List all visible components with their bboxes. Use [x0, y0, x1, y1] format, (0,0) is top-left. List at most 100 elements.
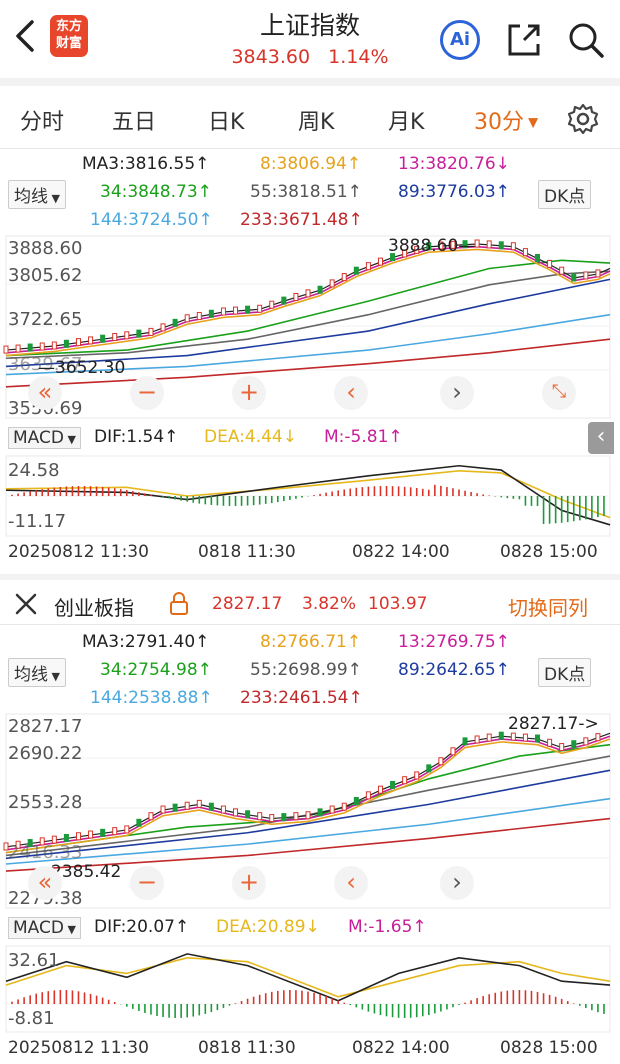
candle	[233, 306, 239, 315]
scroll-right-icon[interactable]: ›	[440, 376, 474, 410]
dif-line	[5, 464, 611, 526]
candle	[172, 803, 178, 812]
zoom-in-icon[interactable]: +	[232, 866, 266, 900]
high-marker: 3888.60—	[388, 236, 476, 256]
y-label: 3888.60	[8, 238, 83, 259]
tab-intraday[interactable]: 分时	[20, 110, 65, 135]
low-marker: —3652.30	[38, 358, 126, 378]
second-change: 103.97	[368, 594, 428, 614]
candle	[583, 271, 589, 280]
zoom-in-icon[interactable]: +	[232, 376, 266, 410]
ma34-value: 34:3848.73↑	[100, 182, 212, 202]
close-icon[interactable]	[14, 592, 38, 616]
candle	[390, 253, 396, 262]
ma8-value: 8:3806.94↑	[260, 154, 362, 174]
ma3-value: MA3:3816.55↑	[82, 154, 210, 174]
collapse-panel-icon[interactable]: ‹	[588, 422, 614, 454]
app-logo: 东方财富	[50, 15, 88, 57]
macd-selector[interactable]: MACD ▼	[8, 427, 81, 449]
candle	[3, 345, 9, 354]
scroll-right-icon[interactable]: ›	[440, 866, 474, 900]
ma-selector[interactable]: 均线 ▼	[8, 180, 66, 209]
price-chart[interactable]	[0, 712, 620, 910]
candle	[208, 802, 214, 811]
candle	[293, 812, 299, 821]
dea-value: DEA:4.44↓	[204, 427, 297, 447]
scroll-left-fast-icon[interactable]: «	[28, 376, 62, 410]
candle	[402, 249, 408, 258]
candle	[390, 780, 396, 789]
time-start: 20250812 11:30	[8, 542, 149, 562]
ma233-line	[5, 338, 611, 388]
y-label: 2553.28	[8, 792, 83, 813]
candle	[474, 239, 480, 248]
candle	[486, 733, 492, 742]
dk-point-button[interactable]: DK点	[538, 180, 592, 209]
candle	[245, 305, 251, 314]
y-label: 3639.67	[8, 354, 83, 375]
dea-value: DEA:20.89↓	[216, 917, 320, 937]
dk-point-button[interactable]: DK点	[538, 658, 592, 687]
search-icon[interactable]	[566, 20, 606, 60]
ma8-line	[5, 248, 611, 357]
ma89-line	[5, 278, 611, 368]
scroll-left-fast-icon[interactable]: «	[28, 866, 62, 900]
tab-weekly-k[interactable]: 周K	[298, 110, 335, 135]
switch-column-button[interactable]: 切换同列	[508, 596, 588, 620]
dropdown-caret-icon: ▼	[524, 115, 539, 131]
candle	[571, 740, 577, 749]
candle	[124, 825, 130, 834]
chart-frame	[5, 235, 611, 419]
lock-icon[interactable]	[168, 592, 190, 616]
candle	[124, 331, 130, 340]
candle	[510, 732, 516, 741]
candle	[281, 813, 287, 822]
scroll-left-icon[interactable]: ‹	[334, 866, 368, 900]
macd-selector[interactable]: MACD ▼	[8, 917, 81, 939]
candle	[51, 341, 57, 350]
tab-30min[interactable]: 30分 ▼	[474, 110, 539, 135]
candle	[595, 269, 601, 278]
candle	[160, 323, 166, 332]
ma13-value: 13:3820.76↓	[398, 154, 510, 174]
tab-monthly-k[interactable]: 月K	[388, 110, 425, 135]
price-value: 3843.60	[231, 46, 311, 68]
time-mid2: 0822 14:00	[352, 1038, 450, 1058]
scroll-left-icon[interactable]: ‹	[334, 376, 368, 410]
candle	[39, 837, 45, 846]
candle	[438, 241, 444, 250]
tab-daily-k[interactable]: 日K	[208, 110, 245, 135]
zoom-out-icon[interactable]: −	[130, 866, 164, 900]
ma233-value: 233:2461.54↑	[240, 688, 363, 708]
candle	[305, 811, 311, 820]
candle	[15, 840, 21, 849]
tab-five-day[interactable]: 五日	[112, 110, 157, 135]
ma-selector[interactable]: 均线 ▼	[8, 658, 66, 687]
ma13-line	[5, 245, 611, 354]
candle	[233, 808, 239, 817]
share-icon[interactable]	[504, 20, 544, 60]
ai-button[interactable]: Ai	[440, 20, 480, 60]
price-chart[interactable]	[0, 234, 620, 420]
m-value: M:-5.81↑	[324, 427, 403, 447]
candle	[377, 785, 383, 794]
ma144-value: 144:3724.50↑	[90, 210, 213, 230]
zoom-out-icon[interactable]: −	[130, 376, 164, 410]
candle	[88, 830, 94, 839]
ma89-value: 89:2642.65↑	[398, 660, 510, 680]
y-label: 2827.17	[8, 716, 83, 737]
macd-bottom-label: -8.81	[8, 1008, 55, 1029]
fullscreen-icon[interactable]: ⤡	[542, 376, 576, 410]
back-arrow-icon[interactable]	[8, 14, 44, 58]
candle	[462, 737, 468, 746]
candle	[27, 343, 33, 352]
candle	[438, 757, 444, 766]
candle	[257, 812, 263, 821]
candle	[257, 304, 263, 313]
candle	[486, 240, 492, 249]
ma233-value: 233:3671.48↑	[240, 210, 363, 230]
settings-gear-icon[interactable]	[566, 102, 600, 136]
second-index-name: 创业板指	[54, 596, 134, 620]
divider	[0, 78, 620, 86]
candle	[75, 832, 81, 841]
